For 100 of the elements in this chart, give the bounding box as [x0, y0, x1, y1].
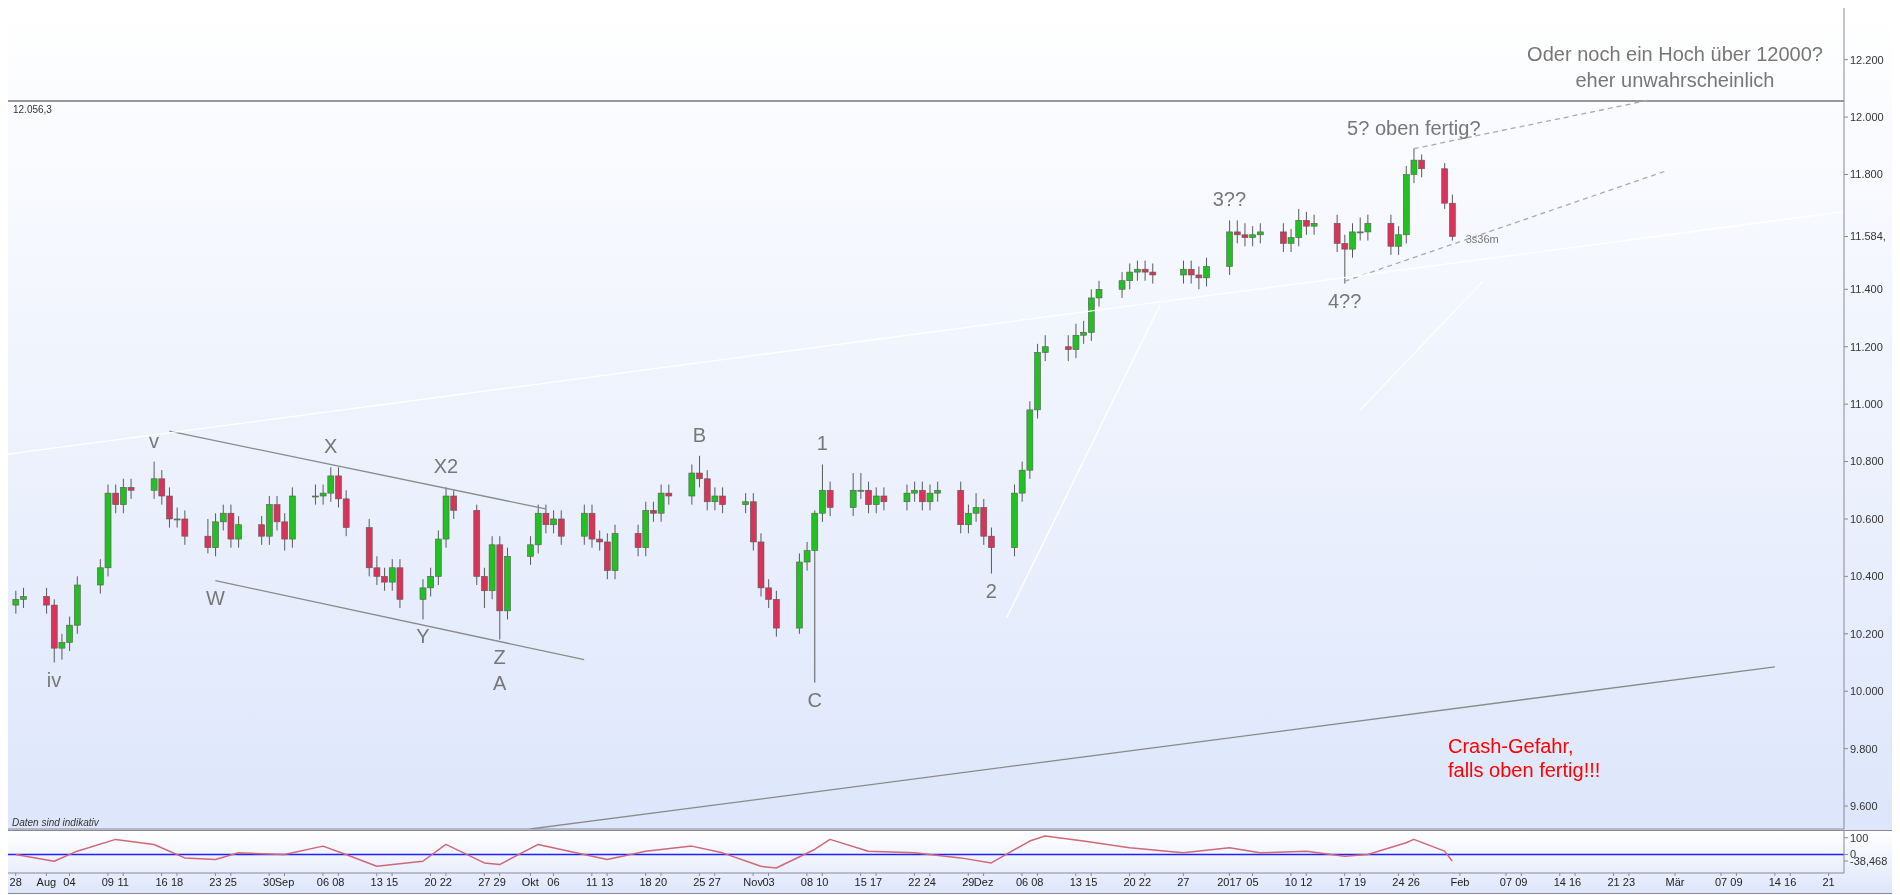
x-tick-label: 24 — [1392, 875, 1405, 888]
x-tick-label: Aug — [36, 875, 57, 888]
x-tick-label: 22 — [1138, 875, 1152, 888]
annotation: B — [692, 423, 707, 446]
x-tick-label: 29 — [493, 875, 506, 888]
annotation: 2 — [985, 579, 997, 602]
x-tick-label: 27 — [478, 875, 491, 888]
annotation: v — [148, 429, 159, 452]
x-tick-label: 14 — [1553, 875, 1566, 888]
x-tick-label: 26 — [1407, 875, 1420, 888]
y-tick-label: 10.800 — [1850, 455, 1884, 468]
x-tick-label: 2017 — [1217, 875, 1242, 888]
x-tick-label: 16 — [1784, 875, 1797, 888]
x-tick-label: 13 — [1069, 875, 1082, 888]
x-tick-label: 11 — [586, 875, 598, 888]
x-tick-label: 22 — [908, 875, 921, 888]
y-tick-label: 10.200 — [1850, 627, 1884, 640]
annotation: falls oben fertig!!! — [1448, 758, 1601, 782]
x-tick-label: 27 — [1177, 875, 1190, 888]
annotation: X — [323, 435, 338, 458]
x-tick-label: Dez — [973, 875, 994, 888]
x-tick-label: 09 — [1515, 875, 1528, 888]
ref-line-label: 12.056,3 — [13, 104, 53, 116]
y-tick-label: 10.400 — [1850, 570, 1884, 583]
y-tick-label: 9.800 — [1850, 742, 1878, 755]
x-tick-label: 28 — [9, 875, 22, 888]
x-tick-label: 08 — [1031, 875, 1044, 888]
x-tick-label: 16 — [1569, 875, 1582, 888]
x-tick-label: 29 — [962, 875, 975, 888]
x-tick-label: 15 — [854, 875, 867, 888]
x-tick-label: 07 — [1714, 875, 1728, 888]
x-tick-label: 13 — [370, 875, 383, 888]
x-tick-label: 07 — [1499, 875, 1513, 888]
y-tick-label: 11.000 — [1850, 398, 1883, 411]
x-tick-label: 25 — [224, 875, 237, 888]
annotation: C — [807, 688, 822, 711]
y-tick-label: 11.800 — [1850, 168, 1883, 181]
annotation: 3s36m — [1465, 232, 1499, 245]
x-tick-label: 21 — [1822, 875, 1835, 888]
x-tick-label: 10 — [1284, 875, 1298, 888]
annotation: 4?? — [1327, 289, 1362, 312]
x-tick-label: Sep — [274, 875, 295, 888]
x-tick-label: 18 — [639, 875, 652, 888]
y-tick-label: 10.000 — [1850, 685, 1884, 698]
y-tick-label: 11.584, — [1850, 230, 1886, 243]
annotation: X2 — [433, 455, 459, 478]
x-tick-label: Okt — [521, 875, 539, 888]
y-tick-label: 11.400 — [1850, 283, 1883, 296]
x-tick-label: 09 — [1730, 875, 1743, 888]
x-tick-label: 17 — [1338, 875, 1351, 888]
x-tick-label: 20 — [654, 875, 668, 888]
x-tick-label: 18 — [170, 875, 184, 888]
x-tick-label: 06 — [1015, 875, 1029, 888]
x-tick-label: 19 — [1353, 875, 1367, 888]
x-tick-label: 11 — [117, 875, 129, 888]
x-tick-label: 03 — [762, 875, 775, 888]
x-tick-label: 24 — [923, 875, 936, 888]
y-tick-label: 10.600 — [1850, 512, 1884, 525]
x-tick-label: 27 — [708, 875, 721, 888]
annotation: 3?? — [1212, 188, 1247, 211]
x-tick-label: 12 — [1300, 875, 1313, 888]
x-tick-label: 05 — [1246, 875, 1259, 888]
x-tick-label: 08 — [800, 875, 814, 888]
x-tick-label: Nov — [743, 875, 764, 888]
x-tick-label: 04 — [63, 875, 76, 888]
x-tick-label: 20 — [424, 875, 437, 888]
x-tick-label: 13 — [601, 875, 614, 888]
x-tick-label: 16 — [155, 875, 168, 888]
x-tick-label: Feb — [1450, 875, 1470, 888]
x-tick-label: 08 — [332, 875, 345, 888]
annotation: Y — [416, 625, 430, 648]
y-tick-label: 12.000 — [1850, 110, 1884, 123]
x-tick-label: 06 — [547, 875, 560, 888]
annotation: iv — [46, 668, 62, 691]
x-tick-label: 15 — [1085, 875, 1098, 888]
x-tick-label: 22 — [439, 875, 452, 888]
x-tick-label: 06 — [316, 875, 330, 888]
annotation: Z — [493, 645, 506, 668]
x-tick-label: 17 — [869, 875, 883, 888]
annotation: Crash-Gefahr, — [1448, 734, 1575, 758]
x-tick-label: 25 — [693, 875, 706, 888]
y-tick-label: 11.200 — [1850, 340, 1883, 353]
annotation: W — [205, 586, 225, 609]
x-tick-label: 15 — [385, 875, 399, 888]
x-tick-label: 09 — [101, 875, 114, 888]
x-tick-label: 23 — [1622, 875, 1636, 888]
x-tick-label: 14 — [1768, 875, 1781, 888]
y-tick-label: 12.200 — [1850, 53, 1884, 66]
x-tick-label: 20 — [1123, 875, 1136, 888]
x-tick-label: 23 — [209, 875, 222, 888]
annotation: eher unwahrscheinlich — [1575, 68, 1775, 91]
y-tick-label: 9.600 — [1850, 799, 1878, 812]
annotation: 1 — [816, 432, 828, 455]
x-tick-label: 10 — [816, 875, 829, 888]
annotation: Daten sind indikativ — [12, 817, 99, 828]
annotation: A — [492, 671, 507, 694]
x-tick-label: Mär — [1665, 875, 1685, 888]
x-tick-label: 30 — [263, 875, 276, 888]
annotation: 5? oben fertig? — [1347, 116, 1481, 139]
x-tick-label: 21 — [1607, 875, 1620, 888]
